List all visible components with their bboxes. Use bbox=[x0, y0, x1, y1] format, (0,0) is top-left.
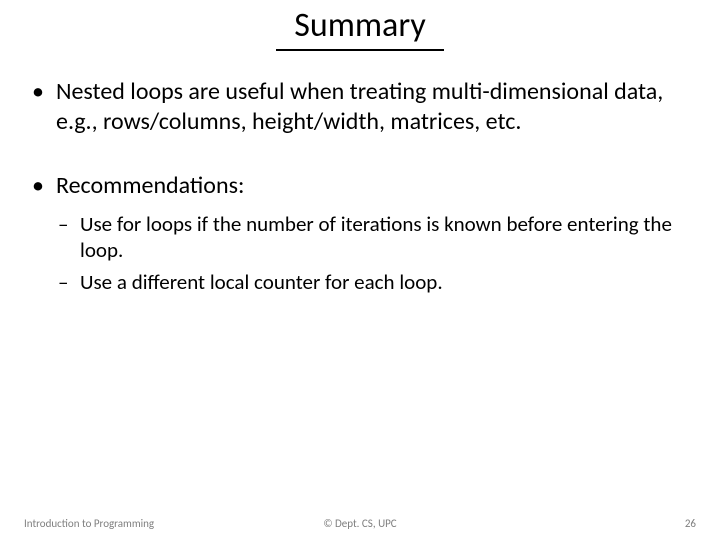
slide: Summary Nested loops are useful when tre… bbox=[0, 0, 720, 540]
sub-bullet-item: Use a different local counter for each l… bbox=[56, 269, 692, 295]
footer-page-number: 26 bbox=[472, 517, 696, 530]
slide-title: Summary bbox=[276, 6, 444, 51]
footer-center: © Dept. CS, UPC bbox=[248, 517, 472, 530]
sub-bullet-text: Use a different local counter for each l… bbox=[80, 269, 443, 295]
bullet-text: Nested loops are useful when treating mu… bbox=[56, 77, 663, 136]
footer-left: Introduction to Programming bbox=[24, 517, 248, 530]
bullet-item: Recommendations: Use for loops if the nu… bbox=[28, 171, 692, 296]
bullet-text: Recommendations: bbox=[56, 171, 244, 200]
sub-bullet-text: Use for loops if the number of iteration… bbox=[80, 211, 672, 263]
slide-footer: Introduction to Programming © Dept. CS, … bbox=[0, 517, 720, 530]
bullet-list: Nested loops are useful when treating mu… bbox=[28, 77, 692, 296]
sub-bullet-item: Use for loops if the number of iteration… bbox=[56, 211, 692, 264]
bullet-item: Nested loops are useful when treating mu… bbox=[28, 77, 692, 137]
slide-content: Nested loops are useful when treating mu… bbox=[0, 51, 720, 296]
title-wrap: Summary bbox=[0, 0, 720, 51]
sub-bullet-list: Use for loops if the number of iteration… bbox=[56, 211, 692, 296]
